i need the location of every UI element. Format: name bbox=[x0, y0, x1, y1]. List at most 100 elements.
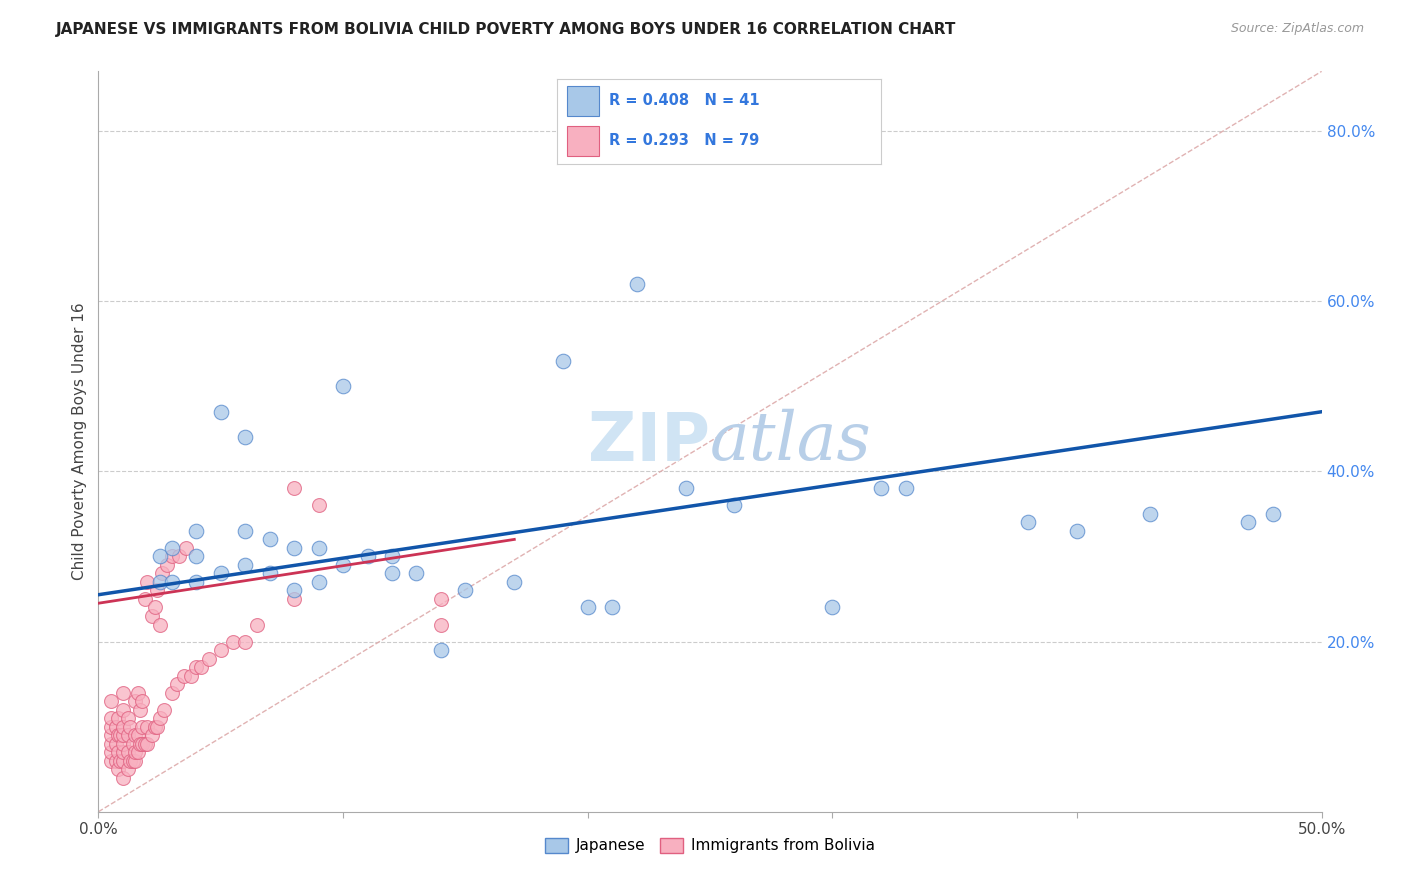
Point bbox=[141, 728, 163, 742]
Point bbox=[197, 651, 219, 665]
Point bbox=[149, 549, 172, 564]
Point bbox=[553, 353, 575, 368]
Point bbox=[1066, 524, 1088, 538]
Point bbox=[131, 737, 153, 751]
Point bbox=[222, 634, 245, 648]
Point bbox=[111, 728, 134, 742]
Point bbox=[100, 728, 122, 742]
Point bbox=[111, 703, 134, 717]
Point bbox=[233, 558, 256, 572]
Point bbox=[332, 379, 354, 393]
Point bbox=[146, 720, 169, 734]
Point bbox=[675, 481, 697, 495]
Point bbox=[127, 745, 149, 759]
Point bbox=[100, 711, 122, 725]
Point bbox=[107, 745, 129, 759]
Point bbox=[160, 549, 183, 564]
Point bbox=[111, 720, 134, 734]
Point bbox=[100, 694, 122, 708]
Text: ZIP: ZIP bbox=[588, 409, 710, 475]
Point bbox=[111, 771, 134, 785]
Point bbox=[104, 737, 127, 751]
Point bbox=[117, 711, 139, 725]
Point bbox=[149, 711, 172, 725]
Point bbox=[283, 481, 305, 495]
Point bbox=[100, 720, 122, 734]
Point bbox=[600, 600, 623, 615]
Point bbox=[131, 720, 153, 734]
Point bbox=[149, 574, 172, 589]
Point bbox=[136, 720, 159, 734]
Point bbox=[160, 685, 183, 699]
Point bbox=[110, 728, 132, 742]
Point bbox=[143, 600, 166, 615]
Point bbox=[430, 643, 453, 657]
Point bbox=[129, 703, 152, 717]
Point bbox=[111, 685, 134, 699]
Point bbox=[127, 728, 149, 742]
Point bbox=[454, 583, 477, 598]
Point bbox=[100, 745, 122, 759]
Point bbox=[117, 745, 139, 759]
Point bbox=[110, 754, 132, 768]
Point bbox=[576, 600, 599, 615]
Legend: Japanese, Immigrants from Bolivia: Japanese, Immigrants from Bolivia bbox=[538, 831, 882, 860]
Point bbox=[1237, 516, 1260, 530]
Point bbox=[141, 609, 163, 624]
Point bbox=[121, 737, 143, 751]
Point bbox=[180, 668, 202, 682]
Point bbox=[186, 524, 208, 538]
Point bbox=[129, 737, 152, 751]
Point bbox=[104, 754, 127, 768]
Point bbox=[107, 711, 129, 725]
Point bbox=[894, 481, 917, 495]
Point bbox=[120, 720, 142, 734]
Point bbox=[186, 549, 208, 564]
Point bbox=[107, 728, 129, 742]
Point bbox=[233, 634, 256, 648]
Point bbox=[107, 762, 129, 776]
Point bbox=[308, 574, 330, 589]
Point bbox=[160, 574, 183, 589]
Point bbox=[100, 754, 122, 768]
Point bbox=[134, 591, 156, 606]
Point bbox=[723, 499, 745, 513]
Point bbox=[186, 660, 208, 674]
Point bbox=[104, 720, 127, 734]
Point bbox=[136, 574, 159, 589]
Point bbox=[356, 549, 378, 564]
Point bbox=[308, 541, 330, 555]
Point bbox=[209, 643, 232, 657]
Y-axis label: Child Poverty Among Boys Under 16: Child Poverty Among Boys Under 16 bbox=[72, 302, 87, 581]
Point bbox=[111, 745, 134, 759]
Point bbox=[117, 728, 139, 742]
Point bbox=[166, 677, 188, 691]
Point bbox=[1261, 507, 1284, 521]
Point bbox=[136, 737, 159, 751]
Point bbox=[233, 430, 256, 444]
Point bbox=[124, 728, 146, 742]
Point bbox=[1139, 507, 1161, 521]
Point bbox=[190, 660, 212, 674]
Point bbox=[308, 499, 330, 513]
Point bbox=[405, 566, 427, 581]
Point bbox=[332, 558, 354, 572]
Point bbox=[121, 754, 143, 768]
Point bbox=[283, 541, 305, 555]
Point bbox=[283, 591, 305, 606]
Text: JAPANESE VS IMMIGRANTS FROM BOLIVIA CHILD POVERTY AMONG BOYS UNDER 16 CORRELATIO: JAPANESE VS IMMIGRANTS FROM BOLIVIA CHIL… bbox=[56, 22, 956, 37]
Point bbox=[283, 583, 305, 598]
Point bbox=[100, 737, 122, 751]
Point bbox=[111, 754, 134, 768]
Point bbox=[503, 574, 526, 589]
Point bbox=[146, 583, 169, 598]
Point bbox=[173, 668, 195, 682]
Point bbox=[209, 566, 232, 581]
Text: Source: ZipAtlas.com: Source: ZipAtlas.com bbox=[1230, 22, 1364, 36]
Point bbox=[124, 745, 146, 759]
Point bbox=[259, 566, 281, 581]
Point bbox=[626, 277, 648, 292]
Point bbox=[430, 591, 453, 606]
Point bbox=[821, 600, 844, 615]
Point bbox=[209, 405, 232, 419]
